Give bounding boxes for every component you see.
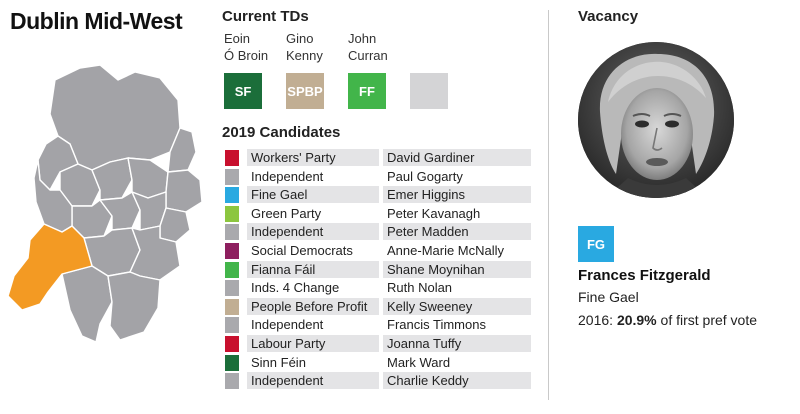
td-name-curran: John Curran: [348, 30, 408, 64]
candidate-row: Fianna Fáil Shane Moynihan: [225, 260, 531, 280]
map-region-mid-4: [159, 207, 191, 243]
map-region-central-east: [127, 157, 169, 199]
candidate-row: Sinn Féin Mark Ward: [225, 354, 531, 373]
candidate-party: Sinn Féin: [251, 354, 306, 370]
candidate-name: Paul Gogarty: [387, 168, 463, 184]
candidate-name: Peter Madden: [383, 223, 531, 241]
candidate-name: Francis Timmons: [387, 317, 486, 333]
candidate-row: Green Party Peter Kavanagh: [225, 205, 531, 224]
vacancy-result-value: 20.9%: [616, 312, 657, 328]
candidate-party: Labour Party: [247, 334, 379, 352]
candidate-row: Fine Gael Emer Higgins: [225, 186, 531, 205]
map-region-south-2: [129, 225, 181, 281]
candidate-name: Charlie Keddy: [383, 372, 531, 390]
td-name-kenny: Gino Kenny: [286, 30, 346, 64]
candidate-party: Inds. 4 Change: [251, 280, 340, 296]
map-region-east: [165, 169, 203, 213]
map-region-dublin-mid-west: [7, 223, 93, 311]
candidate-party: Independent: [251, 168, 324, 184]
vacancy-party: Fine Gael: [578, 289, 639, 305]
party-color-swatch: [225, 261, 239, 278]
vacancy-result: 2016: 20.9% of first pref vote: [578, 312, 757, 328]
portrait-image: [578, 42, 734, 198]
candidates-table: Workers' Party David Gardiner Independent P…: [225, 149, 531, 391]
td-last-name: Kenny: [286, 48, 323, 63]
candidate-party: Independent: [247, 223, 379, 241]
td-party-badge-ff: FF: [348, 73, 386, 109]
candidate-name: Peter Kavanagh: [387, 205, 481, 221]
td-first-name: John: [348, 31, 377, 46]
candidate-party: Workers' Party: [247, 149, 379, 166]
td-party-badge-sf: SF: [224, 73, 262, 109]
candidate-party: Independent: [251, 317, 324, 333]
td-first-name: Eoin: [224, 31, 251, 46]
column-divider: [548, 10, 549, 400]
candidate-row: Social Democrats Anne-Marie McNally: [225, 242, 531, 261]
vacancy-party-badge: FG: [578, 226, 614, 262]
candidate-row: Independent Paul Gogarty: [225, 168, 531, 187]
candidate-party: Fine Gael: [247, 186, 379, 204]
candidate-party: People Before Profit: [247, 297, 379, 315]
map-region-south: [107, 271, 161, 341]
td-name-obroin: Eoin Ó Broin: [224, 30, 284, 64]
vacancy-portrait: [578, 42, 734, 198]
candidate-row: Independent Charlie Keddy: [225, 372, 531, 391]
candidate-party: Green Party: [251, 205, 322, 221]
candidate-row: Independent Francis Timmons: [225, 316, 531, 335]
candidate-row: People Before Profit Kelly Sweeney: [225, 297, 531, 317]
td-first-name: Gino: [286, 31, 314, 46]
candidate-name: Kelly Sweeney: [383, 297, 531, 315]
td-last-name: Curran: [348, 48, 388, 63]
vacant-seat-badge: [410, 73, 448, 109]
candidate-row: Labour Party Joanna Tuffy: [225, 334, 531, 354]
vacancy-result-prefix: 2016:: [578, 312, 617, 328]
candidate-name: Anne-Marie McNally: [387, 242, 505, 258]
party-color-swatch: [225, 187, 239, 204]
candidate-name: Mark Ward: [387, 354, 451, 370]
td-party-badge-spbp: SPBP: [286, 73, 324, 109]
candidate-name: David Gardiner: [383, 149, 531, 166]
candidate-party: Fianna Fáil: [247, 260, 379, 278]
td-last-name: Ó Broin: [224, 48, 269, 63]
party-color-swatch: [225, 205, 239, 222]
candidate-name: Joanna Tuffy: [383, 334, 531, 352]
vacancy-name: Frances Fitzgerald: [578, 267, 711, 284]
map-region-central: [91, 157, 133, 201]
candidate-row: Inds. 4 Change Ruth Nolan: [225, 279, 531, 298]
party-color-swatch: [225, 168, 239, 185]
candidate-party: Social Democrats: [251, 242, 353, 258]
candidates-title: 2019 Candidates: [222, 124, 341, 141]
candidate-row: Independent Peter Madden: [225, 223, 531, 242]
candidate-party: Independent: [247, 372, 379, 390]
party-color-swatch: [225, 298, 239, 315]
map-region-southwest: [61, 265, 113, 343]
party-color-swatch: [225, 242, 239, 259]
party-color-swatch: [225, 354, 239, 371]
party-color-swatch: [225, 317, 239, 334]
vacancy-title: Vacancy: [578, 8, 639, 25]
vacancy-result-suffix: of first pref vote: [656, 312, 758, 328]
candidate-name: Ruth Nolan: [387, 280, 453, 296]
candidate-name: Emer Higgins: [383, 186, 531, 204]
party-color-swatch: [225, 224, 239, 241]
party-color-swatch: [225, 373, 239, 390]
party-color-swatch: [225, 150, 239, 166]
current-tds-title: Current TDs: [222, 8, 309, 25]
candidate-row: Workers' Party David Gardiner: [225, 149, 531, 168]
party-color-swatch: [225, 280, 239, 297]
constituency-title: Dublin Mid-West: [10, 8, 183, 34]
constituency-map: [7, 64, 203, 343]
candidate-name: Shane Moynihan: [383, 260, 531, 278]
map-region-mid-2: [99, 191, 141, 231]
party-color-swatch: [225, 335, 239, 352]
